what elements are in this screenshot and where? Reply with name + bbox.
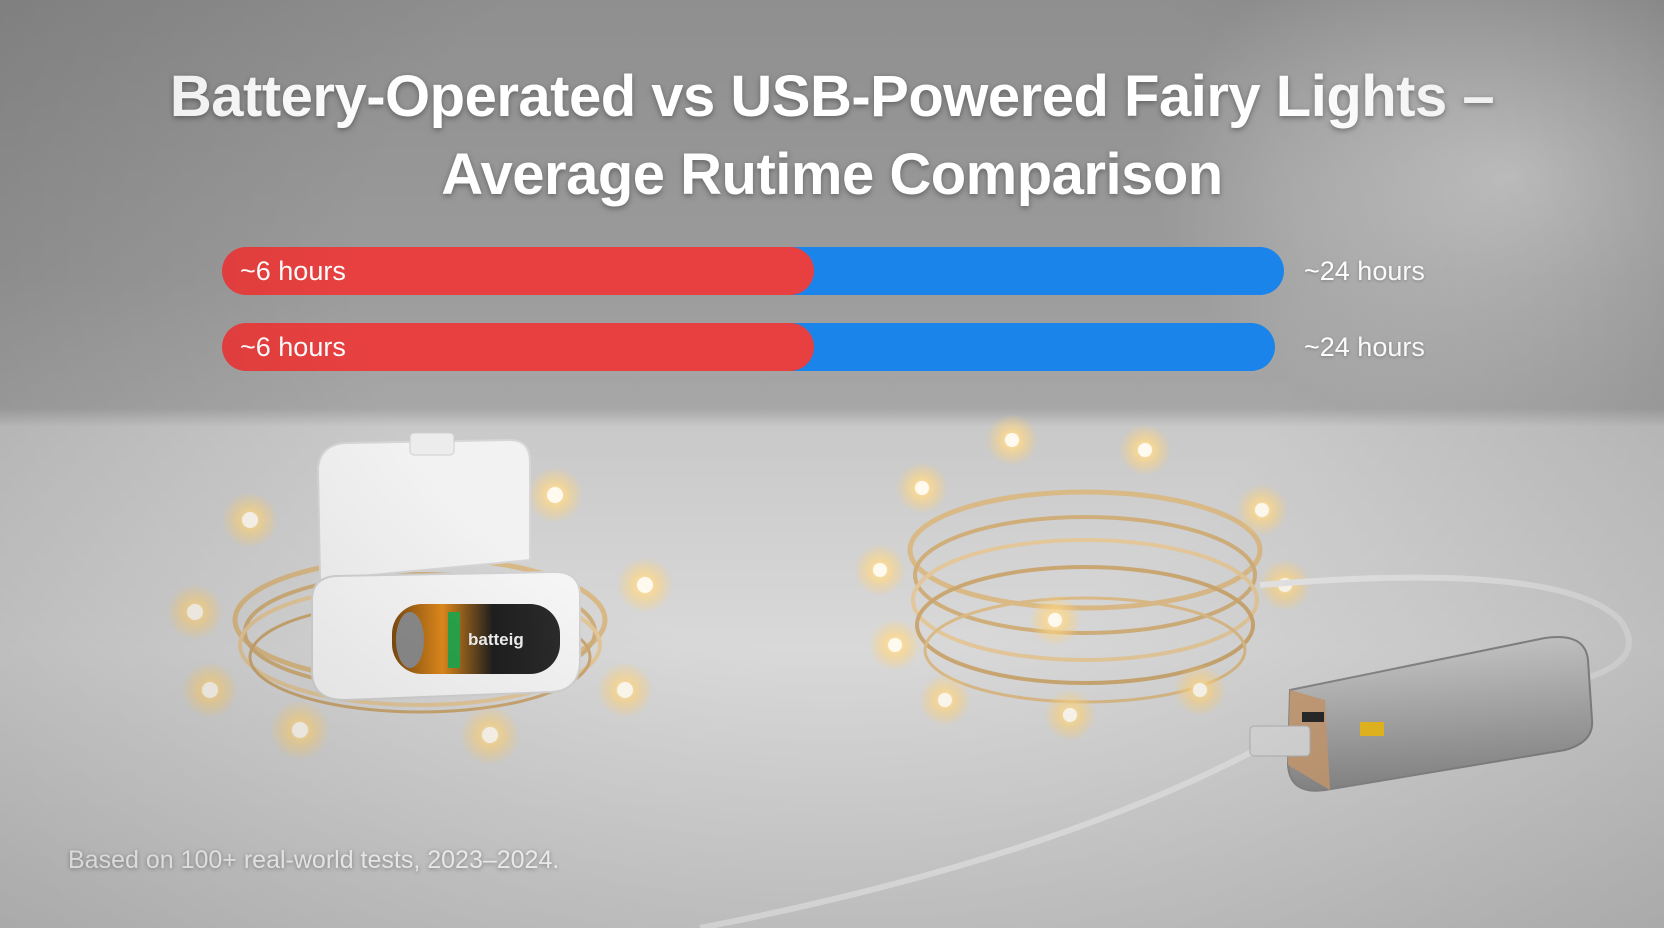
usb-bar-1 [790, 247, 1284, 295]
chart-title: Battery-Operated vs USB-Powered Fairy Li… [0, 58, 1664, 214]
fairy-lights-illustration: batteig [167, 414, 1632, 928]
footnote: Based on 100+ real-world tests, 2023–202… [68, 846, 560, 874]
battery-brand-text: batteig [468, 630, 524, 649]
usb-cable [699, 574, 1632, 928]
bar-row-1: ~6 hours ~24 hours [222, 247, 1425, 295]
battery-bar-label-2: ~6 hours [240, 332, 346, 362]
usb-light-coil [907, 489, 1263, 704]
usb-bar-label-1: ~24 hours [1304, 256, 1425, 286]
chart-title-line-2: Average Rutime Comparison [441, 142, 1223, 207]
power-bank [1249, 636, 1594, 792]
battery-bar-1 [222, 247, 814, 295]
usb-light-bulbs [854, 414, 1311, 741]
battery-light-bulbs [167, 467, 673, 765]
battery-box: batteig [311, 432, 581, 702]
chart-title-line-1: Battery-Operated vs USB-Powered Fairy Li… [169, 64, 1495, 129]
battery-bar-2 [222, 323, 814, 371]
battery-bar-label-1: ~6 hours [240, 256, 346, 286]
usb-bar-label-2: ~24 hours [1304, 332, 1425, 362]
bar-row-2: ~6 hours ~24 hours [222, 323, 1425, 371]
usb-bar-2 [790, 323, 1275, 371]
